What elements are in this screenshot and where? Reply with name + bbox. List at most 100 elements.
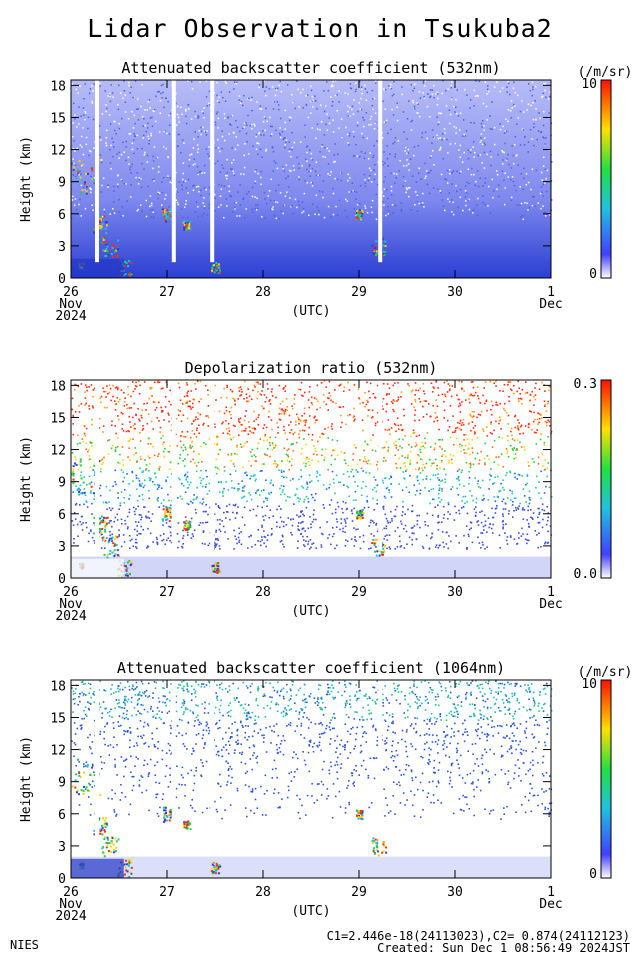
depol-dot: [506, 543, 509, 545]
noise-dot: [429, 115, 431, 118]
noise-dot: [493, 86, 496, 88]
depol-dot: [422, 405, 424, 408]
depol-dot: [269, 444, 271, 446]
depol-dot: [394, 508, 397, 511]
noise-dot: [153, 216, 155, 219]
heatmap-layer: [71, 80, 553, 279]
noise-dot: [241, 104, 244, 107]
depol-dot: [119, 453, 121, 456]
depol-dot: [410, 403, 413, 405]
noise-dot: [286, 84, 289, 86]
noise-dot: [237, 687, 240, 690]
depol-dot: [345, 508, 348, 511]
depol-dot: [195, 470, 198, 473]
depol-dot: [516, 439, 519, 442]
cloud-pixel: [384, 250, 387, 253]
noise-dot: [306, 160, 308, 162]
noise-dot: [233, 88, 235, 90]
depol-dot: [505, 474, 507, 477]
noise-dot: [180, 152, 182, 154]
depol-dot: [99, 397, 102, 400]
depol-dot: [482, 394, 484, 397]
depol-dot: [207, 416, 210, 419]
noise-dot: [104, 90, 106, 92]
depol-dot: [77, 535, 79, 538]
depol-dot: [372, 488, 374, 491]
depol-dot: [289, 479, 292, 482]
depol-dot: [439, 438, 441, 441]
depol-dot: [376, 461, 379, 463]
depol-dot: [534, 530, 537, 532]
depol-dot: [422, 547, 425, 549]
depol-dot: [460, 428, 462, 431]
depol-dot: [474, 425, 477, 427]
noise-dot: [507, 153, 509, 156]
noise-dot: [416, 102, 418, 104]
depol-dot: [375, 522, 378, 525]
noise-dot: [146, 161, 149, 163]
depol-dot: [541, 381, 543, 384]
depol-dot: [111, 525, 113, 528]
depol-dot: [365, 403, 368, 406]
depol-dot: [469, 415, 472, 417]
noise-dot: [445, 178, 448, 181]
depol-dot: [145, 516, 148, 519]
depol-dot: [461, 421, 464, 424]
depol-dot: [448, 459, 451, 462]
depol-dot: [122, 534, 125, 536]
noise-dot: [284, 121, 286, 124]
depol-dot: [527, 461, 530, 464]
noise-dot: [305, 103, 308, 106]
noise-dot: [137, 108, 139, 110]
noise-dot: [262, 120, 265, 123]
depol-dot: [459, 422, 461, 425]
depol-dot: [332, 401, 334, 403]
depol-dot: [527, 525, 530, 528]
depol-dot: [240, 394, 243, 396]
noise-dot: [201, 172, 203, 174]
depol-dot: [257, 442, 260, 444]
depol-dot: [453, 431, 456, 433]
noise-dot: [150, 202, 153, 205]
noise-dot: [409, 158, 412, 160]
noise-dot: [376, 744, 378, 747]
noise-dot: [207, 152, 209, 155]
noise-dot: [490, 164, 492, 167]
noise-dot: [550, 199, 553, 201]
depol-dot: [238, 539, 241, 542]
depol-dot: [309, 539, 312, 541]
noise-dot: [287, 175, 289, 177]
noise-dot: [275, 89, 278, 91]
depol-dot: [438, 484, 440, 487]
depol-dot: [298, 436, 301, 439]
depol-dot: [150, 477, 152, 480]
depol-dot: [539, 438, 542, 441]
noise-dot: [309, 175, 311, 177]
noise-dot: [118, 127, 121, 130]
depol-dot: [282, 388, 285, 390]
noise-dot: [512, 717, 515, 720]
noise-dot: [147, 101, 150, 103]
depol-dot: [74, 456, 76, 458]
noise-dot: [312, 106, 314, 108]
depol-dot: [477, 486, 480, 488]
noise-dot: [541, 191, 543, 194]
noise-dot: [314, 100, 317, 102]
noise-dot: [374, 122, 376, 125]
noise-dot: [300, 707, 302, 710]
depol-dot: [418, 482, 421, 485]
noise-dot: [241, 127, 244, 130]
depol-dot: [311, 433, 314, 436]
noise-dot: [479, 177, 482, 179]
noise-dot: [375, 82, 377, 84]
noise-dot: [468, 198, 470, 201]
depol-dot: [192, 402, 194, 405]
noise-dot: [449, 143, 452, 145]
cloud-pixel: [218, 269, 221, 272]
noise-dot: [243, 154, 246, 157]
noise-dot: [292, 212, 295, 215]
depol-dot: [386, 547, 388, 550]
noise-dot: [190, 80, 193, 83]
depol-dot: [514, 476, 516, 479]
noise-dot: [232, 159, 235, 161]
